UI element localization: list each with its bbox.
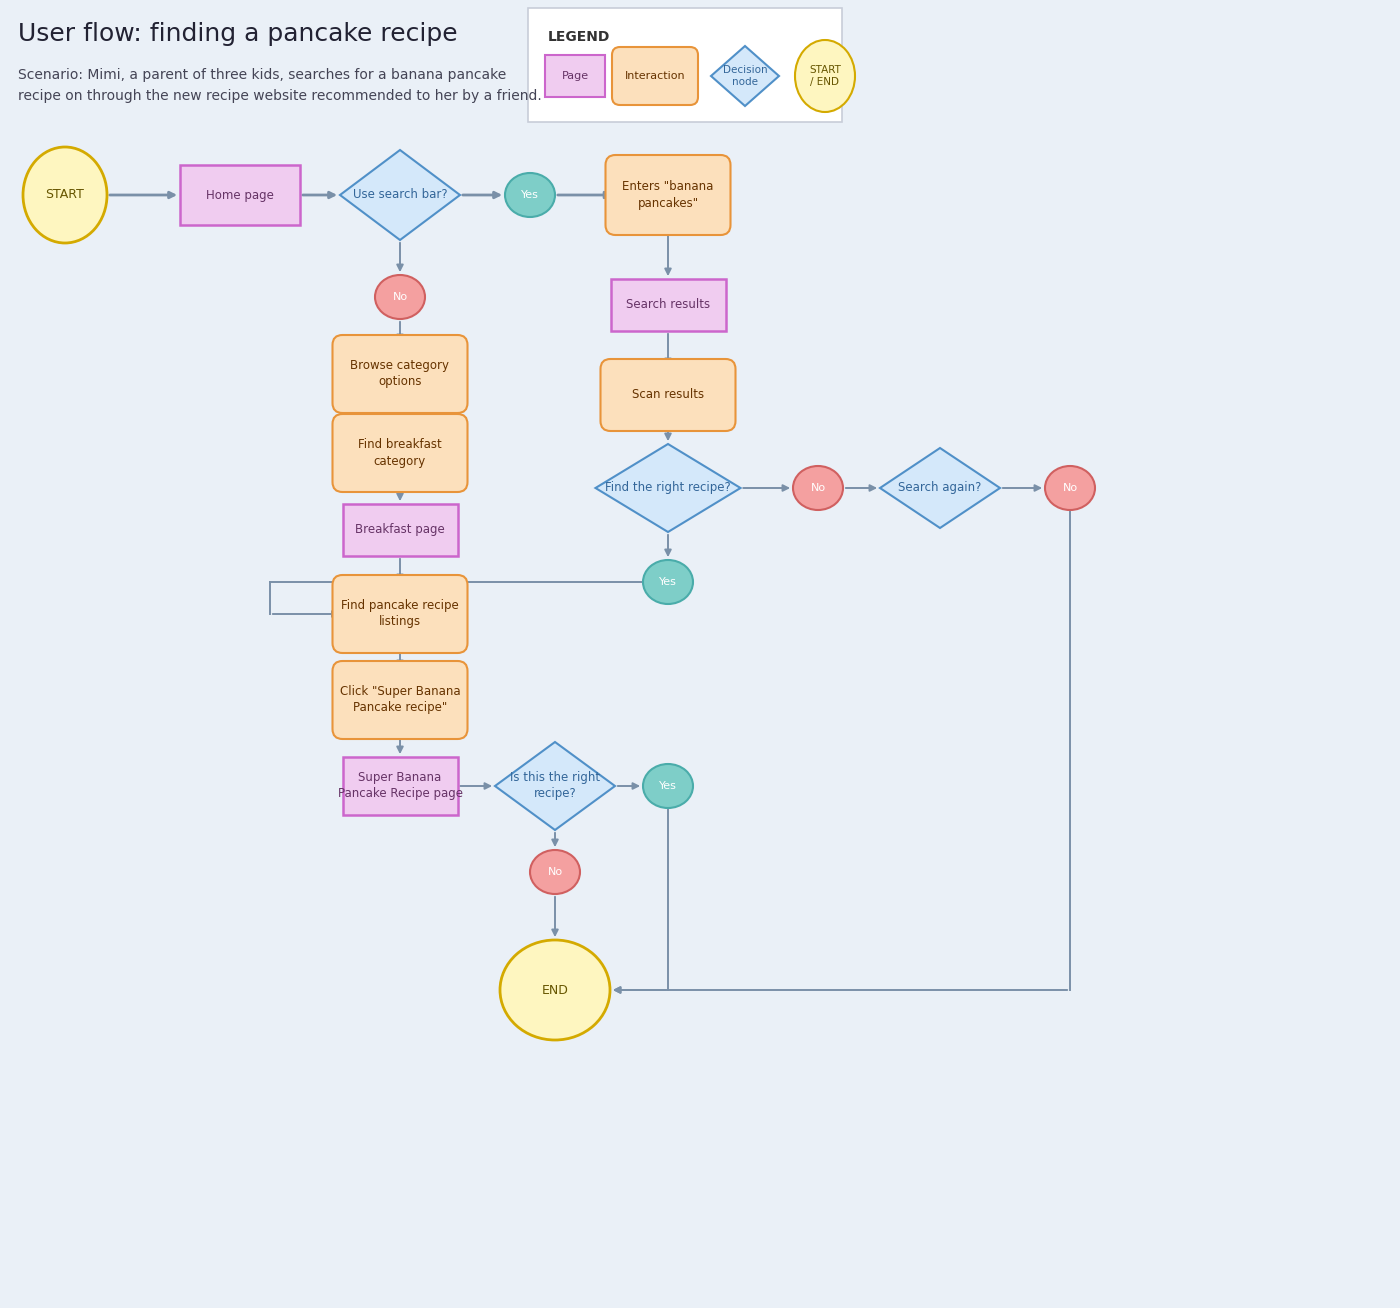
Ellipse shape: [792, 466, 843, 510]
Text: Yes: Yes: [659, 781, 678, 791]
Text: Is this the right
recipe?: Is this the right recipe?: [510, 772, 601, 800]
Text: START: START: [46, 188, 84, 201]
Polygon shape: [340, 150, 461, 239]
Text: Find the right recipe?: Find the right recipe?: [605, 481, 731, 494]
Text: Scenario: Mimi, a parent of three kids, searches for a banana pancake
recipe on : Scenario: Mimi, a parent of three kids, …: [18, 68, 542, 102]
Text: Browse category
options: Browse category options: [350, 360, 449, 388]
Polygon shape: [496, 742, 615, 831]
Polygon shape: [595, 443, 741, 532]
FancyBboxPatch shape: [333, 576, 468, 653]
Text: END: END: [542, 984, 568, 997]
FancyBboxPatch shape: [605, 156, 731, 235]
Text: Enters "banana
pancakes": Enters "banana pancakes": [623, 181, 714, 209]
Text: Decision
node: Decision node: [722, 65, 767, 88]
FancyBboxPatch shape: [333, 661, 468, 739]
Ellipse shape: [505, 173, 554, 217]
Text: Search again?: Search again?: [899, 481, 981, 494]
Text: START
/ END: START / END: [809, 65, 841, 88]
Text: No: No: [547, 867, 563, 876]
Ellipse shape: [795, 41, 855, 112]
Ellipse shape: [643, 764, 693, 808]
Text: No: No: [811, 483, 826, 493]
Polygon shape: [881, 449, 1000, 528]
FancyBboxPatch shape: [601, 358, 735, 432]
FancyBboxPatch shape: [610, 279, 725, 331]
Text: No: No: [1063, 483, 1078, 493]
Text: Home page: Home page: [206, 188, 274, 201]
Text: Super Banana
Pancake Recipe page: Super Banana Pancake Recipe page: [337, 772, 462, 800]
Ellipse shape: [1044, 466, 1095, 510]
Polygon shape: [711, 46, 778, 106]
Text: Page: Page: [561, 71, 588, 81]
Ellipse shape: [500, 940, 610, 1040]
Text: Find breakfast
category: Find breakfast category: [358, 438, 442, 467]
Text: Interaction: Interaction: [624, 71, 686, 81]
Text: Click "Super Banana
Pancake recipe": Click "Super Banana Pancake recipe": [340, 685, 461, 714]
Text: LEGEND: LEGEND: [547, 30, 610, 44]
Text: Breakfast page: Breakfast page: [356, 523, 445, 536]
Text: Yes: Yes: [521, 190, 539, 200]
FancyBboxPatch shape: [333, 335, 468, 413]
Ellipse shape: [531, 850, 580, 893]
Text: Search results: Search results: [626, 298, 710, 311]
Ellipse shape: [643, 560, 693, 604]
Text: Yes: Yes: [659, 577, 678, 587]
FancyBboxPatch shape: [528, 8, 841, 122]
Text: Scan results: Scan results: [631, 388, 704, 402]
Text: User flow: finding a pancake recipe: User flow: finding a pancake recipe: [18, 22, 458, 46]
FancyBboxPatch shape: [343, 504, 458, 556]
Ellipse shape: [22, 146, 106, 243]
FancyBboxPatch shape: [545, 55, 605, 97]
Text: Find pancake recipe
listings: Find pancake recipe listings: [342, 599, 459, 629]
FancyBboxPatch shape: [612, 47, 699, 105]
FancyBboxPatch shape: [343, 757, 458, 815]
FancyBboxPatch shape: [333, 415, 468, 492]
Ellipse shape: [375, 275, 426, 319]
Text: No: No: [392, 292, 407, 302]
FancyBboxPatch shape: [181, 165, 300, 225]
Text: Use search bar?: Use search bar?: [353, 188, 448, 201]
